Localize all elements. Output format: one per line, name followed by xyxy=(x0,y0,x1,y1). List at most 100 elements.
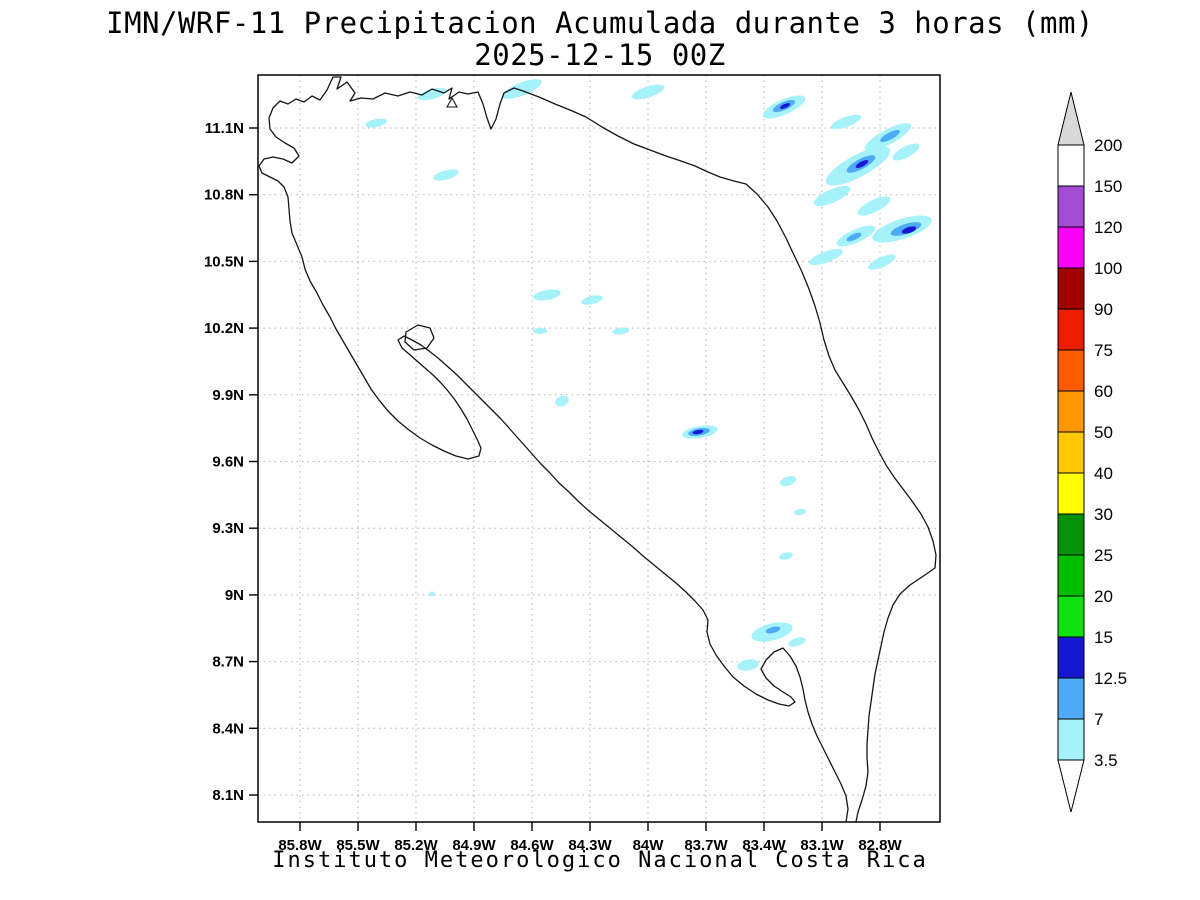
footer-text: Instituto Meteorologico Nacional Costa R… xyxy=(272,848,928,873)
colorbar-bottom-arrow xyxy=(1057,759,1085,813)
lat-tick-label: 9N xyxy=(225,587,244,604)
lon-tick-label: 85.5W xyxy=(336,837,380,854)
lat-tick-label: 8.7N xyxy=(212,654,244,671)
precip-patch-3.5mm xyxy=(433,169,459,181)
colorbar-label: 90 xyxy=(1094,300,1113,319)
precip-patch-3.5mm xyxy=(429,591,435,597)
colorbar-segment xyxy=(1057,144,1085,187)
colorbar-label: 100 xyxy=(1094,259,1122,278)
precip-patch-7mm xyxy=(880,129,900,143)
colorbar-label: 75 xyxy=(1094,341,1113,360)
colorbar-label: 15 xyxy=(1094,628,1113,647)
lon-tick-label: 84.9W xyxy=(452,837,496,854)
lat-tick-label: 11.1N xyxy=(205,120,244,137)
lat-tick-label: 9.3N xyxy=(212,520,244,537)
lon-tick-label: 82.8W xyxy=(858,837,902,854)
colorbar-segment xyxy=(1057,226,1085,269)
precip-patch-3.5mm xyxy=(857,196,891,216)
precip-patch-12.5mm xyxy=(901,226,917,234)
lon-tick-label: 84.3W xyxy=(568,837,612,854)
lon-tick-label: 84.6W xyxy=(510,837,554,854)
chira-island-outline xyxy=(404,324,435,351)
precip-patch-3.5mm xyxy=(830,114,862,130)
precip-patch-3.5mm xyxy=(779,552,793,560)
colorbar-segment xyxy=(1057,308,1085,351)
colorbar-label: 50 xyxy=(1094,423,1113,442)
colorbar-segment xyxy=(1057,267,1085,310)
colorbar-segment xyxy=(1057,390,1085,433)
costa-rica-coastline xyxy=(258,76,937,822)
lat-tick-label: 8.1N xyxy=(212,787,244,804)
lon-tick-label: 85.2W xyxy=(394,837,438,854)
colorbar-label: 120 xyxy=(1094,218,1122,237)
colorbar-segment xyxy=(1057,595,1085,638)
precip-patch-3.5mm xyxy=(365,118,387,128)
colorbar-label: 60 xyxy=(1094,382,1113,401)
precip-patch-7mm xyxy=(765,626,781,634)
colorbar-label: 3.5 xyxy=(1094,751,1118,770)
precip-patch-7mm xyxy=(846,232,862,242)
precip-patch-3.5mm xyxy=(631,84,665,100)
precip-patch-3.5mm xyxy=(788,637,806,647)
lat-tick-label: 9.6N xyxy=(212,454,244,471)
precip-patch-3.5mm xyxy=(737,659,759,671)
colorbar-segment xyxy=(1057,472,1085,515)
precip-patch-3.5mm xyxy=(794,508,806,516)
precip-patch-3.5mm xyxy=(612,327,630,335)
colorbar-segment xyxy=(1057,636,1085,679)
colorbar-segment xyxy=(1057,185,1085,228)
page-subtitle-datetime: 2025-12-15 00Z xyxy=(474,38,726,72)
lon-tick-label: 83.7W xyxy=(684,837,728,854)
lat-tick-label: 8.4N xyxy=(212,720,244,737)
precip-patch-3.5mm xyxy=(868,254,896,270)
colorbar-label: 25 xyxy=(1094,546,1113,565)
colorbar-label: 150 xyxy=(1094,177,1122,196)
axis-ticks xyxy=(249,127,881,831)
colorbar-top-arrow xyxy=(1057,91,1085,146)
colorbar-segment xyxy=(1057,718,1085,761)
lon-tick-label: 84W xyxy=(633,837,665,854)
lat-tick-label: 9.9N xyxy=(212,387,244,404)
coastline-north-caribbean-border xyxy=(272,76,937,822)
axis-labels: 11.1N 10.8N 10.5N 10.2N 9.9N 9.6N 9.3N 9N 8.7N 8.… xyxy=(204,120,903,854)
lon-tick-label: 85.8W xyxy=(278,837,322,854)
precip-patch-3.5mm xyxy=(808,248,844,266)
map-frame xyxy=(257,74,941,823)
precipitation-patches xyxy=(365,79,932,671)
colorbar-segment xyxy=(1057,349,1085,392)
lon-tick-label: 83.4W xyxy=(742,837,786,854)
colorbar: 3.5 7 12.5 15 20 25 30 40 50 60 75 90 100 120 150 200 xyxy=(1057,91,1127,813)
colorbar-label: 7 xyxy=(1094,710,1103,729)
colorbar-segment xyxy=(1057,431,1085,474)
precip-patch-3.5mm xyxy=(779,475,797,487)
precip-patch-3.5mm xyxy=(581,295,603,305)
lat-tick-label: 10.8N xyxy=(204,187,244,204)
colorbar-segment xyxy=(1057,677,1085,720)
colorbar-segment xyxy=(1057,513,1085,556)
page-title: IMN/WRF-11 Precipitacion Acumulada duran… xyxy=(106,6,1094,40)
small-triangle-marker xyxy=(446,96,458,108)
precip-patch-3.5mm xyxy=(502,79,542,99)
colorbar-segment xyxy=(1057,554,1085,597)
precip-patch-3.5mm xyxy=(813,185,851,207)
precip-patch-3.5mm xyxy=(892,143,920,161)
grid-lines xyxy=(258,75,940,822)
colorbar-label: 30 xyxy=(1094,505,1113,524)
colorbar-label: 200 xyxy=(1094,136,1122,155)
lat-tick-label: 10.2N xyxy=(204,320,244,337)
precip-patch-12.5mm xyxy=(855,160,869,168)
precip-patch-12.5mm xyxy=(692,429,704,435)
lon-tick-label: 83.1W xyxy=(800,837,844,854)
precip-patch-3.5mm xyxy=(417,87,447,101)
lat-tick-label: 10.5N xyxy=(204,253,244,270)
colorbar-label: 40 xyxy=(1094,464,1113,483)
colorbar-label: 12.5 xyxy=(1094,669,1127,688)
coastline-pacific xyxy=(258,107,849,822)
precip-patch-3.5mm xyxy=(555,395,569,407)
colorbar-label: 20 xyxy=(1094,587,1113,606)
precip-patch-12.5mm xyxy=(779,103,791,109)
precip-patch-3.5mm xyxy=(533,328,547,334)
precip-patch-3.5mm xyxy=(533,289,561,301)
